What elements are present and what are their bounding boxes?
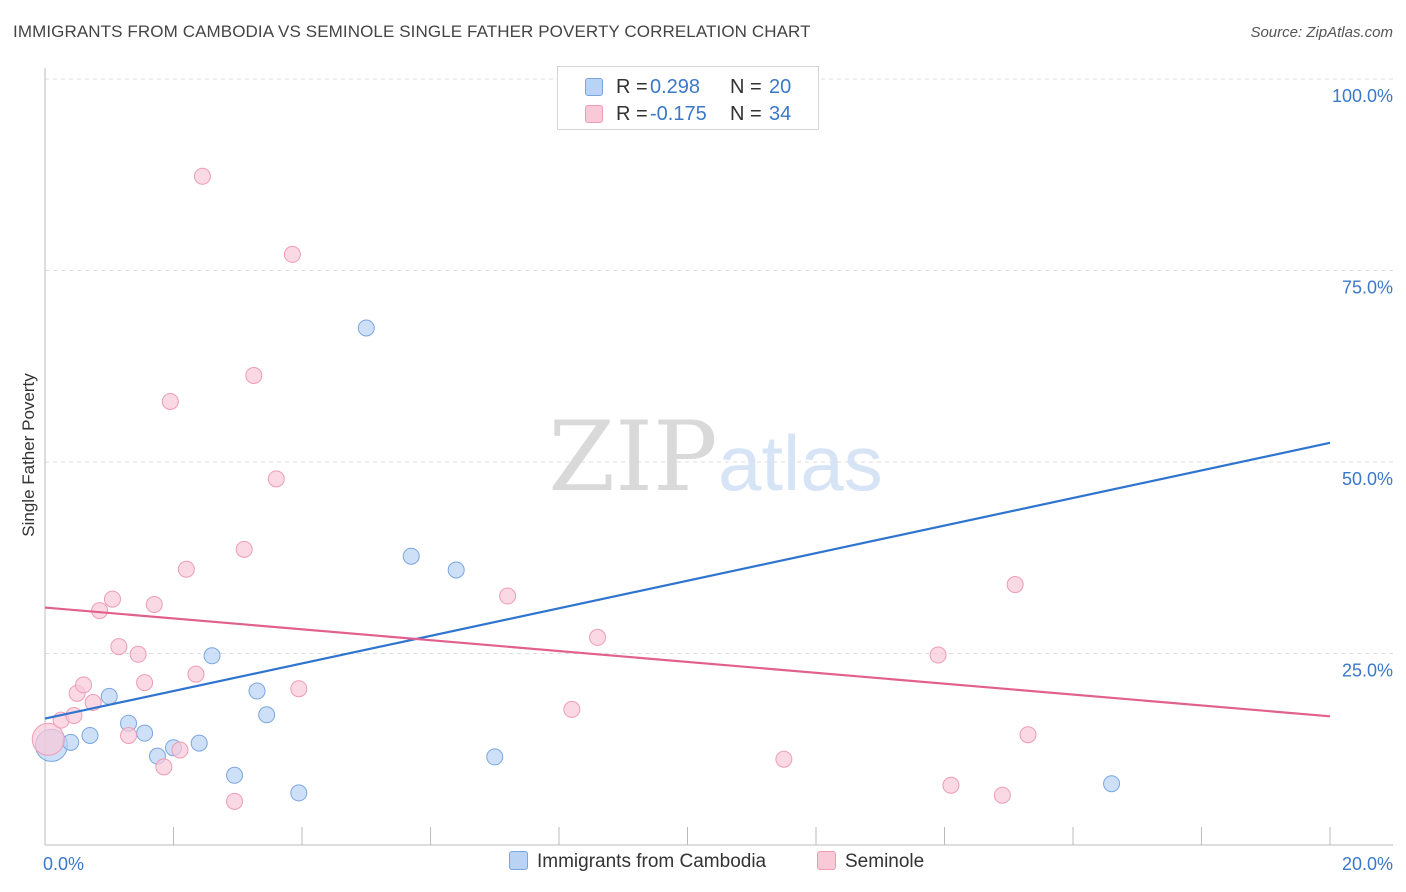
seminole-point — [1019, 726, 1037, 744]
legend-n-label: N = — [730, 76, 762, 98]
seminole-point — [155, 758, 173, 776]
axes — [44, 68, 1393, 846]
y-tick-label: 50.0% — [1342, 469, 1393, 489]
legend-swatch-seminole — [585, 105, 603, 123]
watermark-zip: ZIP — [548, 401, 717, 513]
seminole-point — [283, 245, 301, 263]
seminole-point — [942, 776, 960, 794]
legend-swatch-cambodia — [509, 851, 528, 870]
trend-lines — [44, 441, 1331, 720]
legend-swatch-seminole — [817, 851, 836, 870]
cambodia-trend-line — [44, 441, 1331, 720]
cambodia-point — [62, 733, 80, 751]
legend-r-label: R = — [616, 76, 648, 98]
tick-labels: 25.0% 50.0% 75.0% 100.0% 0.0% 20.0% — [43, 86, 1393, 874]
legend-item-cambodia: Immigrants from Cambodia — [509, 851, 766, 873]
watermark: ZIP atlas — [548, 401, 882, 513]
legend-n-value: 20 — [769, 76, 792, 98]
seminole-point — [187, 665, 205, 683]
cambodia-point — [486, 748, 504, 766]
watermark-atlas: atlas — [718, 419, 883, 507]
seminole-point — [145, 595, 163, 613]
y-axis-label: Single Father Poverty — [19, 373, 38, 537]
x-tick-label: 20.0% — [1342, 854, 1393, 874]
legend-swatch-cambodia — [585, 78, 603, 96]
cambodia-point — [100, 687, 118, 705]
x-tick-label: 0.0% — [43, 854, 84, 874]
cambodia-point — [357, 319, 375, 337]
cambodia-point — [248, 682, 266, 700]
legend-n-value: 34 — [769, 103, 792, 125]
y-tick-label: 25.0% — [1342, 661, 1393, 681]
seminole-point — [129, 645, 147, 663]
cambodia-point — [258, 706, 276, 724]
chart-title: IMMIGRANTS FROM CAMBODIA VS SEMINOLE SIN… — [13, 22, 811, 41]
source-label: Source: ZipAtlas.com — [1250, 24, 1393, 41]
seminole-point — [589, 628, 607, 646]
cambodia-point — [290, 784, 308, 802]
seminole-point — [177, 560, 195, 578]
cambodia-point — [447, 561, 465, 579]
seminole-point — [65, 707, 83, 725]
legend-label-seminole: Seminole — [845, 851, 925, 872]
seminole-point — [993, 786, 1011, 804]
seminole-point — [226, 792, 244, 810]
seminole-point — [110, 638, 128, 656]
seminole-point — [1006, 576, 1024, 594]
seminole-point — [267, 470, 285, 488]
cambodia-point — [190, 734, 208, 752]
legend-r-value: -0.175 — [650, 103, 707, 125]
seminole-point — [171, 741, 189, 759]
legend-r-value: 0.298 — [650, 76, 701, 98]
seminole-point — [929, 646, 947, 664]
legend-n-label: N = — [730, 103, 762, 125]
seminole-point — [103, 590, 121, 608]
legend-label-cambodia: Immigrants from Cambodia — [537, 851, 767, 872]
cambodia-point — [1103, 775, 1121, 793]
seminole-point — [120, 726, 138, 744]
cambodia-point — [402, 547, 420, 565]
cambodia-point — [81, 726, 99, 744]
seminole-point — [499, 587, 517, 605]
seminole-point — [235, 540, 253, 558]
seminole-point — [31, 722, 65, 756]
legend-r-label: R = — [616, 103, 648, 125]
seminole-point — [775, 750, 793, 768]
cambodia-point — [136, 724, 154, 742]
seminole-trend-line — [44, 606, 1331, 718]
y-tick-label: 75.0% — [1342, 278, 1393, 298]
grid-lines — [45, 78, 1393, 654]
y-tick-label: 100.0% — [1332, 86, 1393, 106]
seminole-point — [75, 676, 93, 694]
seminole-point — [563, 700, 581, 718]
correlation-legend: R = 0.298 N = 20 R = -0.175 N = 34 — [557, 66, 819, 130]
legend-item-seminole: Seminole — [817, 851, 924, 873]
cambodia-point — [226, 766, 244, 784]
seminole-point — [193, 167, 211, 185]
seminole-point — [161, 392, 179, 410]
seminole-point — [136, 674, 154, 692]
cambodia-point — [203, 647, 221, 665]
seminole-point — [290, 680, 308, 698]
seminole-point — [245, 366, 263, 384]
